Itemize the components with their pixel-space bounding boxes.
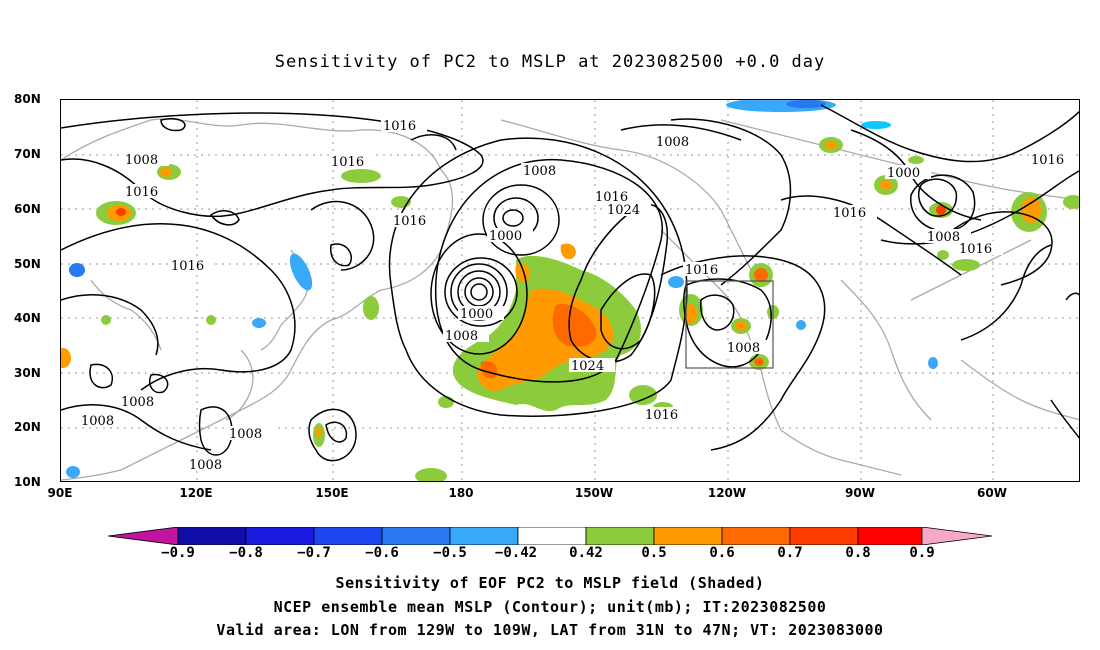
colorbar-tick: 0.9 <box>909 545 935 561</box>
contour-labels: 1016 1008 1016 1016 1016 1008 1016 1008 … <box>79 118 1075 473</box>
colorbar-cell <box>857 527 923 545</box>
colorbar-tick: −0.6 <box>365 545 399 561</box>
colorbar-tick: −0.5 <box>433 545 467 561</box>
contour-label: 1008 <box>121 395 154 410</box>
contour-label: 1008 <box>523 164 556 179</box>
colorbar-cell <box>449 527 519 545</box>
lon-label-90e: 90E <box>47 486 73 500</box>
colorbar-cell <box>653 527 723 545</box>
colorbar-tick: 0.42 <box>569 545 603 561</box>
contour-label: 1016 <box>393 214 426 229</box>
lon-label-60w: 60W <box>977 486 1007 500</box>
lat-label-50n: 50N <box>14 257 41 271</box>
contour-label: 1024 <box>607 203 640 218</box>
colorbar-tick: −0.9 <box>161 545 195 561</box>
lat-label-60n: 60N <box>14 202 41 216</box>
colorbar-cell <box>177 527 247 545</box>
contour-label: 1016 <box>1031 153 1064 168</box>
contour-label: 1016 <box>833 206 866 221</box>
contour-label: 1008 <box>445 329 478 344</box>
colorbar-min-arrow <box>108 527 179 545</box>
contour-label: 1016 <box>171 259 204 274</box>
colorbar-tick: 0.6 <box>709 545 735 561</box>
contour-label: 1000 <box>489 229 522 244</box>
lat-label-70n: 70N <box>14 147 41 161</box>
caption-line-2: NCEP ensemble mean MSLP (Contour); unit(… <box>273 598 827 616</box>
valid-area-box <box>685 280 774 369</box>
colorbar-tick: −0.42 <box>494 545 538 561</box>
contour-label: 1016 <box>959 242 992 257</box>
lon-label-180: 180 <box>448 486 474 500</box>
contour-label: 1016 <box>595 190 628 205</box>
colorbar-tick: −0.7 <box>297 545 331 561</box>
contour-label: 1016 <box>125 185 158 200</box>
map-title: Sensitivity of PC2 to MSLP at 2023082500… <box>274 52 826 72</box>
colorbar-cell <box>789 527 859 545</box>
contour-label: 1016 <box>685 263 718 278</box>
contour-label: 1000 <box>460 307 493 322</box>
colorbar-tick: 0.5 <box>641 545 667 561</box>
negative-shading <box>66 100 938 478</box>
contour-label: 1016 <box>383 119 416 134</box>
contour-label: 1016 <box>645 408 678 423</box>
colorbar-tick: −0.8 <box>229 545 263 561</box>
contour-label: 1008 <box>229 427 262 442</box>
lon-label-120w: 120W <box>707 486 747 500</box>
caption-line-1: Sensitivity of EOF PC2 to MSLP field (Sh… <box>335 574 765 592</box>
contour-label: 1008 <box>125 153 158 168</box>
colorbar-cell <box>313 527 383 545</box>
lon-label-120e: 120E <box>179 486 213 500</box>
contour-label: 1008 <box>656 135 689 150</box>
contour-label: 1008 <box>81 414 114 429</box>
contour-label: 1024 <box>571 359 604 374</box>
lat-label-20n: 20N <box>14 420 41 434</box>
contour-label: 1008 <box>189 458 222 473</box>
lat-label-30n: 30N <box>14 366 41 380</box>
lat-label-10n: 10N <box>14 475 41 489</box>
lat-label-40n: 40N <box>14 311 41 325</box>
lon-label-150e: 150E <box>315 486 349 500</box>
caption-line-3: Valid area: LON from 129W to 109W, LAT f… <box>216 621 884 639</box>
lon-label-90w: 90W <box>845 486 875 500</box>
colorbar-cell <box>381 527 451 545</box>
lat-label-80n: 80N <box>14 92 41 106</box>
map-panel: 1016 1008 1016 1016 1016 1008 1016 1008 … <box>60 99 1080 482</box>
map-canvas: 1016 1008 1016 1016 1016 1008 1016 1008 … <box>61 100 1079 481</box>
colorbar-cell <box>245 527 315 545</box>
colorbar-tick: 0.8 <box>845 545 871 561</box>
colorbar-cell <box>721 527 791 545</box>
colorbar <box>108 527 992 545</box>
colorbar-cell <box>517 527 587 545</box>
colorbar-tick: 0.7 <box>777 545 803 561</box>
lon-label-150w: 150W <box>574 486 614 500</box>
colorbar-cell <box>585 527 655 545</box>
contour-label: 1008 <box>927 230 960 245</box>
contour-label: 1016 <box>331 155 364 170</box>
contour-label: 1008 <box>727 341 760 356</box>
colorbar-max-arrow <box>921 527 992 545</box>
contour-label: 1000 <box>887 166 920 181</box>
positive-shading <box>61 137 1079 481</box>
